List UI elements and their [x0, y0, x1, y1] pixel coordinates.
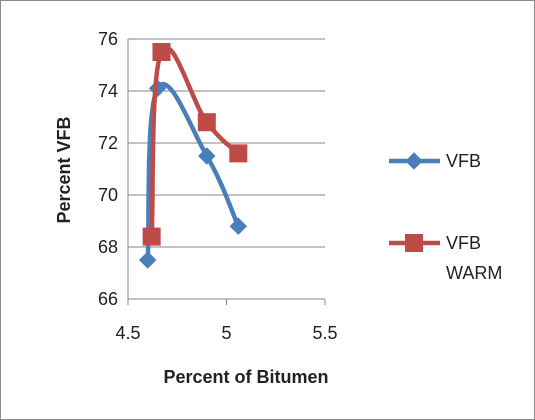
- y-tick-label-5: 76: [98, 29, 118, 49]
- data-point-1-3: [229, 144, 248, 163]
- legend-label-0: VFB: [446, 151, 481, 171]
- legend-marker-1: [405, 234, 423, 252]
- data-point-0-3: [229, 217, 248, 235]
- y-tick-label-3: 72: [98, 133, 118, 153]
- data-point-0-2: [198, 147, 216, 165]
- x-tick-label-2: 5.5: [312, 323, 337, 343]
- x-tick-label-1: 5: [221, 323, 231, 343]
- series-layer: [138, 43, 248, 269]
- y-tick-label-0: 66: [98, 289, 118, 309]
- series-line-0: [145, 82, 241, 261]
- y-tick-label-4: 74: [98, 81, 118, 101]
- data-point-0-0: [138, 251, 157, 269]
- legend-item-0: VFB: [389, 151, 481, 171]
- legend-label-1: VFB WARM: [446, 233, 502, 283]
- data-point-1-1: [152, 43, 171, 61]
- x-axis-title: Percent of Bitumen: [163, 367, 328, 387]
- data-point-1-2: [197, 113, 216, 132]
- data-point-1-0: [142, 227, 161, 246]
- axis-layer: 66 68 70 72 74 76 4.5 5 5.5: [98, 29, 338, 343]
- series-vfb-warm: [142, 43, 248, 246]
- x-tick-label-0: 4.5: [115, 323, 140, 343]
- series-vfb: [138, 79, 248, 269]
- y-tick-label-2: 70: [98, 185, 118, 205]
- y-tick-label-1: 68: [98, 237, 118, 257]
- legend-item-1: VFB WARM: [389, 233, 502, 283]
- y-axis-title: Percent VFB: [54, 116, 74, 223]
- series-line-1: [149, 45, 240, 237]
- legend: VFB VFB WARM: [389, 151, 502, 283]
- legend-marker-0: [405, 152, 423, 170]
